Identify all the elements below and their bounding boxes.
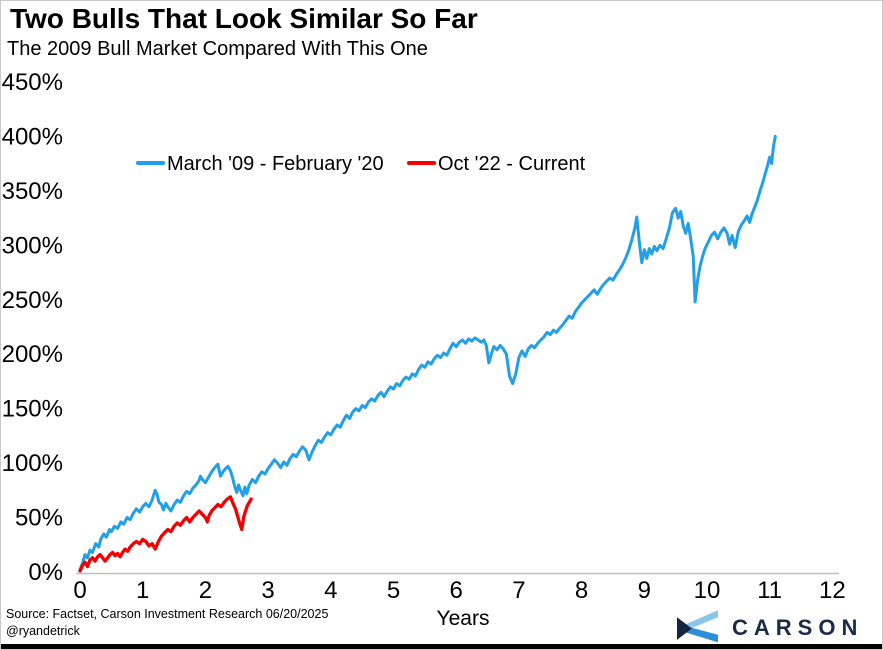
- source-line: Source: Factset, Carson Investment Resea…: [6, 607, 329, 621]
- x-tick-label: 1: [136, 577, 149, 604]
- y-tick-label: 300%: [2, 232, 63, 259]
- carson-logo: CARSON: [677, 610, 863, 643]
- x-tick-label: 0: [73, 577, 86, 604]
- page-subtitle: The 2009 Bull Market Compared With This …: [7, 38, 428, 60]
- y-tick-label: 50%: [15, 505, 63, 532]
- series-line-blue: [78, 134, 777, 572]
- series-line-red: [78, 495, 253, 573]
- legend-label: March '09 - February '20: [167, 153, 384, 175]
- logo-light-band: [683, 610, 718, 632]
- carson-logo-icon: [677, 610, 718, 643]
- y-tick-label: 450%: [2, 69, 63, 96]
- x-tick-label: 8: [575, 577, 588, 604]
- x-tick-label: 7: [512, 577, 525, 604]
- x-tick-label: 12: [819, 577, 846, 604]
- bottom-border-bar: [1, 644, 882, 649]
- x-tick-label: 3: [261, 577, 274, 604]
- legend-label: Oct '22 - Current: [438, 153, 586, 175]
- source-block: Source: Factset, Carson Investment Resea…: [6, 606, 328, 641]
- page-title: Two Bulls That Look Similar So Far: [10, 3, 478, 34]
- x-tick-label: 9: [638, 577, 651, 604]
- y-tick-label: 200%: [2, 341, 63, 368]
- x-tick-label: 2: [199, 577, 212, 604]
- logo-mid-band: [683, 625, 718, 643]
- y-tick-label: 150%: [2, 396, 63, 423]
- x-tick-label: 10: [694, 577, 721, 604]
- x-tick-label: 6: [450, 577, 463, 604]
- y-tick-label: 400%: [2, 123, 63, 150]
- y-tick-label: 100%: [2, 450, 63, 477]
- y-tick-label: 0%: [28, 559, 63, 586]
- author-handle: @ryandetrick: [6, 624, 80, 639]
- carson-logo-text: CARSON: [732, 615, 864, 640]
- y-tick-label: 350%: [2, 178, 63, 205]
- x-axis-title: Years: [437, 607, 490, 630]
- logo-dark-triangle: [677, 617, 692, 640]
- x-tick-label: 4: [324, 577, 337, 604]
- y-tick-label: 250%: [2, 287, 63, 314]
- x-tick-label: 11: [757, 577, 782, 604]
- x-tick-label: 5: [387, 577, 400, 604]
